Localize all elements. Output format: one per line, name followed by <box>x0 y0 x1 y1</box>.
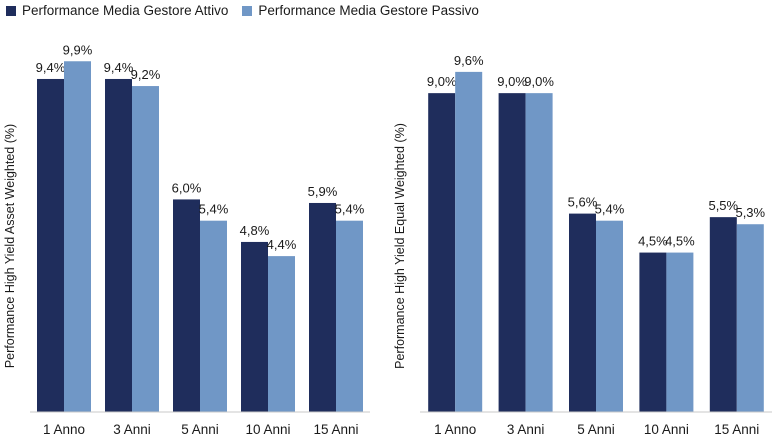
bar-attivo <box>173 199 200 412</box>
x-tick-label: 1 Anno <box>434 422 476 437</box>
bar-value-label: 9,0% <box>427 74 457 89</box>
bar-value-label: 5,6% <box>568 195 598 210</box>
bar-passivo <box>132 86 159 413</box>
legend-label-passivo: Performance Media Gestore Passivo <box>258 3 479 18</box>
bar-attivo <box>309 202 336 412</box>
bar-passivo <box>666 252 694 412</box>
bar-attivo <box>569 213 596 412</box>
x-tick-label: 15 Anni <box>714 422 759 437</box>
bar-attivo <box>428 93 456 413</box>
legend-swatch-attivo <box>6 5 16 16</box>
bar-passivo <box>596 220 623 412</box>
chart-panel-2: Performance High Yield Equal Weighted (%… <box>393 53 772 437</box>
bar-value-label: 4,5% <box>665 234 695 249</box>
legend-item-passivo: Performance Media Gestore Passivo <box>242 3 479 18</box>
bar-attivo <box>498 93 526 413</box>
bar-value-label: 9,4% <box>104 60 134 75</box>
legend-label-attivo: Performance Media Gestore Attivo <box>22 3 229 18</box>
x-tick-label: 3 Anni <box>507 422 545 437</box>
bar-value-label: 5,5% <box>708 198 738 213</box>
bar-value-label: 5,4% <box>199 202 229 217</box>
chart-panel-1: Performance High Yield Asset Weighted (%… <box>3 42 370 437</box>
x-tick-label: 15 Anni <box>313 422 358 437</box>
bar-value-label: 5,4% <box>335 202 365 217</box>
bar-value-label: 9,0% <box>497 74 527 89</box>
bar-value-label: 9,4% <box>36 60 66 75</box>
legend-swatch-passivo <box>242 5 253 16</box>
bar-passivo <box>455 71 483 412</box>
bar-value-label: 9,2% <box>131 67 161 82</box>
bar-value-label: 4,5% <box>638 234 668 249</box>
bar-value-label: 5,4% <box>595 202 625 217</box>
x-tick-label: 3 Anni <box>113 422 151 437</box>
x-tick-label: 1 Anno <box>43 422 85 437</box>
bar-value-label: 9,0% <box>524 74 554 89</box>
bar-attivo <box>37 78 64 412</box>
bar-attivo <box>709 217 737 412</box>
bar-value-label: 6,0% <box>172 180 202 195</box>
x-tick-label: 5 Anni <box>577 422 615 437</box>
bar-value-label: 4,8% <box>240 223 270 238</box>
y-axis-title: Performance High Yield Asset Weighted (%… <box>3 124 17 368</box>
bar-passivo <box>268 256 295 412</box>
bar-passivo <box>200 220 227 412</box>
bar-value-label: 4,4% <box>267 237 297 252</box>
legend-item-attivo: Performance Media Gestore Attivo <box>6 3 228 18</box>
bar-value-label: 5,3% <box>735 205 765 220</box>
bar-passivo <box>336 220 363 412</box>
bar-attivo <box>639 252 667 412</box>
bar-attivo <box>105 78 132 412</box>
bar-value-label: 5,9% <box>308 184 338 199</box>
chart-legend: Performance Media Gestore Attivo Perform… <box>6 3 479 18</box>
bar-passivo <box>64 61 91 412</box>
x-tick-label: 5 Anni <box>181 422 219 437</box>
bar-passivo <box>525 93 553 413</box>
bar-value-label: 9,9% <box>63 42 93 57</box>
x-tick-label: 10 Anni <box>245 422 290 437</box>
bar-attivo <box>241 241 268 412</box>
bar-passivo <box>736 224 764 412</box>
x-tick-label: 10 Anni <box>644 422 689 437</box>
y-axis-title: Performance High Yield Equal Weighted (%… <box>393 123 407 369</box>
bar-value-label: 9,6% <box>454 53 484 68</box>
